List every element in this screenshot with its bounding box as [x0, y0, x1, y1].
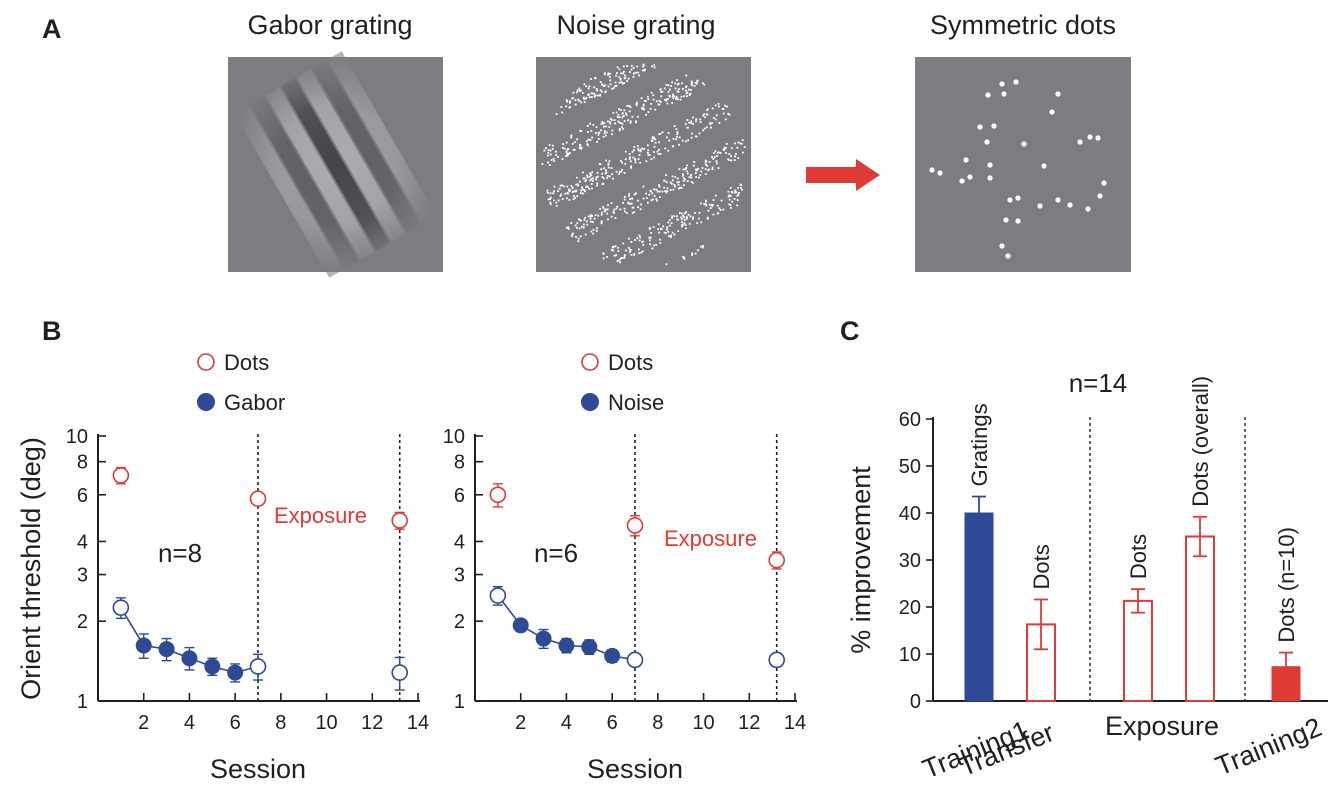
n-annotation: n=6: [534, 538, 578, 568]
group-label: Training2: [1211, 712, 1326, 782]
x-tick-label: 8: [275, 712, 286, 734]
data-point-open: [768, 551, 786, 569]
data-point-filled: [512, 617, 529, 634]
y-tick-label: 10: [899, 644, 921, 666]
data-point-open: [489, 587, 507, 604]
data-point-open: [626, 651, 644, 669]
y-tick-label: 1: [454, 691, 465, 713]
x-tick-label: 12: [738, 712, 760, 734]
data-point-filled: [227, 664, 244, 681]
bar-label: Dots (overall): [1188, 376, 1213, 507]
data-point-open: [768, 651, 786, 669]
exposure-label: Exposure: [664, 526, 757, 551]
x-tick-label: 14: [784, 712, 806, 734]
y-tick-label: 10: [66, 426, 88, 448]
data-point-open: [391, 512, 409, 529]
y-tick-label: 1: [77, 691, 88, 713]
legend-marker-filled: [197, 393, 215, 411]
x-tick-label: 2: [515, 712, 526, 734]
legend-label: Dots: [224, 350, 269, 375]
x-tick-label: 2: [138, 712, 149, 734]
n-annotation: n=14: [1069, 368, 1128, 398]
x-tick-label: 10: [315, 712, 337, 734]
bar-label: Dots: [1126, 534, 1151, 579]
x-tick-label: 4: [184, 712, 195, 734]
y-tick-label: 4: [77, 531, 88, 553]
data-point-filled: [181, 650, 198, 667]
legend-marker-open: [581, 353, 599, 371]
bar: [1185, 535, 1215, 702]
y-tick-label: 8: [454, 452, 465, 474]
exposure-label: Exposure: [274, 503, 367, 528]
x-tick-label: 4: [561, 712, 572, 734]
right-arrow-icon: [806, 159, 880, 191]
x-tick-label: 10: [692, 712, 714, 734]
data-point-open: [626, 517, 644, 534]
y-tick-label: 30: [899, 550, 921, 572]
legend-label: Gabor: [224, 390, 285, 415]
bar: [1123, 599, 1153, 703]
y-tick-label: 3: [77, 565, 88, 587]
data-point-filled: [581, 638, 598, 655]
data-point-open: [249, 490, 267, 507]
y-tick-label: 8: [77, 452, 88, 474]
panel-label-a: A: [42, 14, 62, 44]
data-point-filled: [158, 641, 175, 658]
y-tick-label: 0: [910, 691, 921, 713]
data-point-filled: [558, 637, 575, 654]
data-point-filled: [604, 647, 621, 664]
x-tick-label: 6: [230, 712, 241, 734]
data-point-open: [112, 599, 130, 616]
group-label: Exposure: [1105, 711, 1219, 741]
x-axis-label: Session: [210, 754, 306, 784]
gabor-stimulus: [228, 51, 443, 278]
symmetric-dots-stimulus: [915, 57, 1131, 272]
bar: [964, 512, 994, 702]
x-tick-label: 12: [361, 712, 383, 734]
legend-label: Dots: [608, 350, 653, 375]
y-tick-label: 4: [454, 531, 465, 553]
data-point-open: [112, 467, 130, 484]
noise-grating-stimulus: [536, 57, 751, 272]
y-tick-label: 20: [899, 597, 921, 619]
gabor-title: Gabor grating: [247, 10, 412, 40]
data-point-filled: [204, 658, 221, 675]
data-point-open: [391, 664, 409, 681]
y-tick-label: 3: [454, 565, 465, 587]
panel-label-c: C: [840, 316, 860, 346]
legend-marker-filled: [581, 393, 599, 411]
n-annotation: n=8: [158, 538, 202, 568]
y-axis-label: Orient threshold (deg): [16, 437, 46, 700]
x-tick-label: 8: [652, 712, 663, 734]
y-tick-label: 2: [77, 611, 88, 633]
data-point-filled: [535, 630, 552, 647]
bar-label: Dots: [1029, 544, 1054, 589]
y-tick-label: 10: [443, 426, 465, 448]
data-point-open: [489, 486, 507, 504]
legend-label: Noise: [608, 390, 664, 415]
y-tick-label: 6: [77, 485, 88, 507]
y-tick-label: 40: [899, 503, 921, 525]
y-tick-label: 50: [899, 456, 921, 478]
legend-marker-open: [197, 353, 215, 371]
noise-title: Noise grating: [556, 10, 715, 40]
y-tick-label: 60: [899, 409, 921, 431]
y-tick-label: 6: [454, 485, 465, 507]
bar-label: Gratings: [967, 403, 992, 486]
x-axis-label: Session: [587, 754, 683, 784]
x-tick-label: 6: [607, 712, 618, 734]
data-point-open: [249, 658, 267, 675]
x-tick-label: 14: [407, 712, 429, 734]
bar-label: Dots (n=10): [1274, 527, 1299, 643]
data-point-filled: [135, 637, 152, 654]
y-tick-label: 2: [454, 611, 465, 633]
panel-label-b: B: [42, 316, 62, 346]
dots-title: Symmetric dots: [930, 10, 1116, 40]
chart-c: 0 10 20 30 40 50 60 % improvement n=14 Gratings Do…: [846, 368, 1328, 784]
y-axis-label: % improvement: [846, 466, 876, 654]
